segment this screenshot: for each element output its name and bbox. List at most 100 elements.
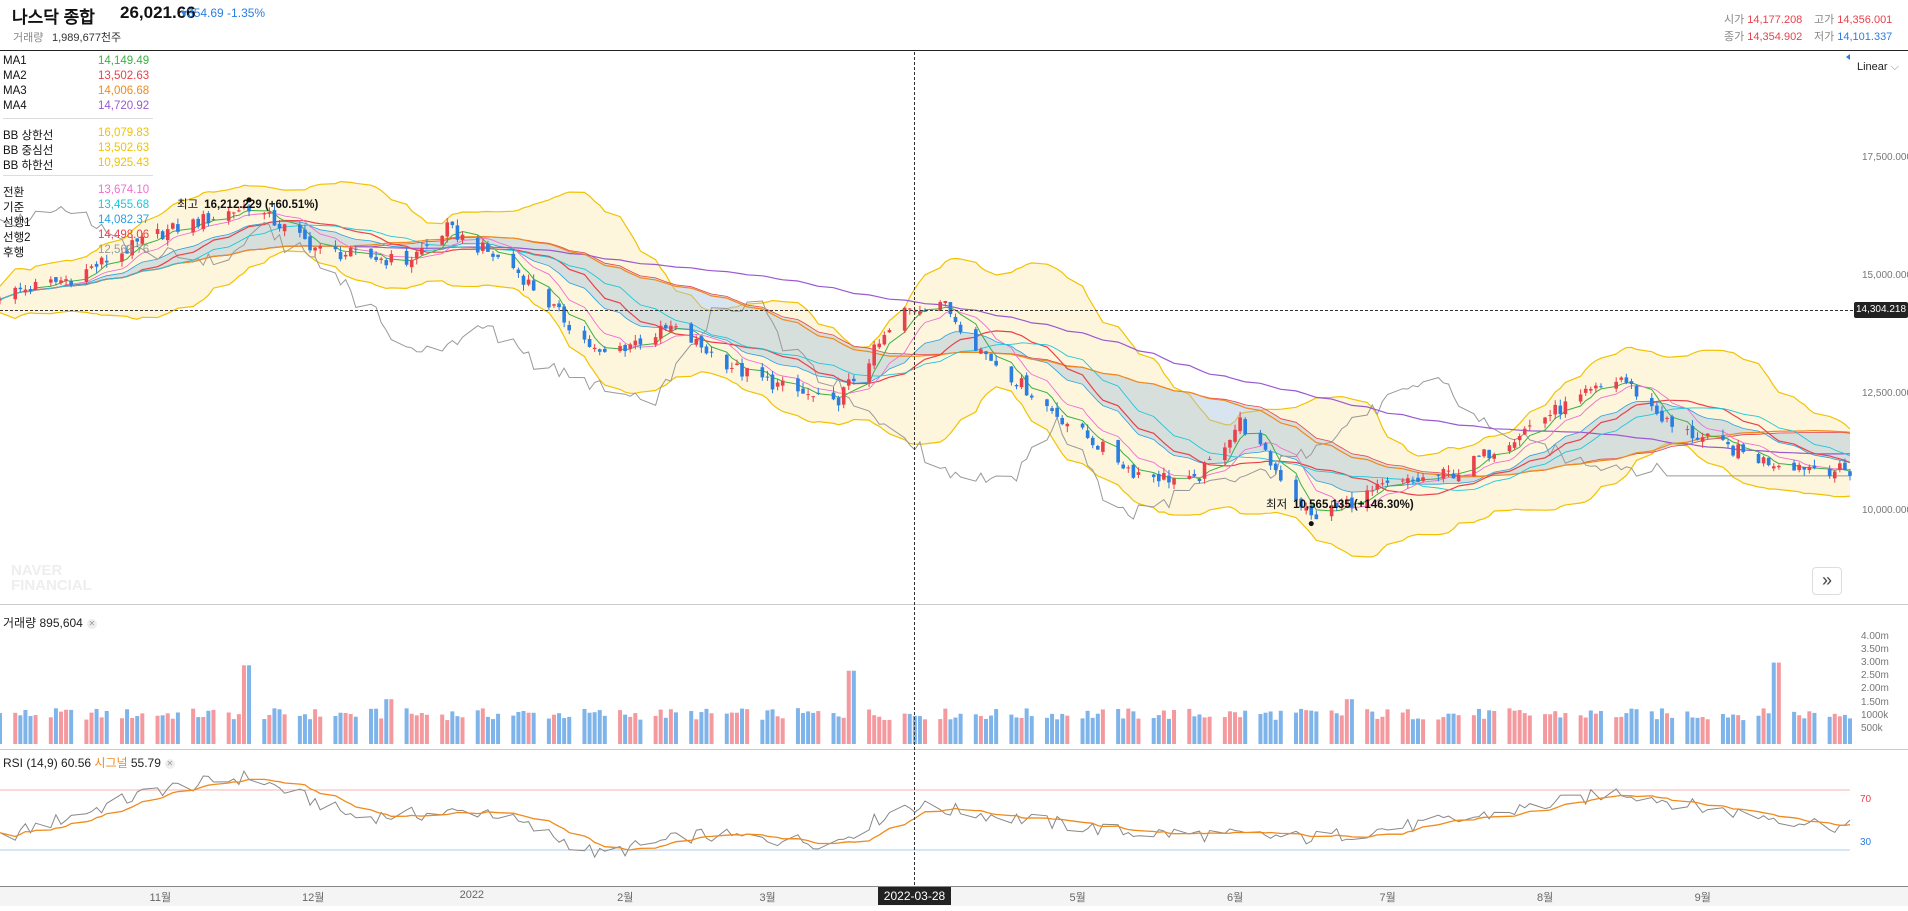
candle-body <box>1314 514 1319 520</box>
volume-bar <box>668 709 673 744</box>
volume-bar <box>119 718 124 744</box>
volume-bar <box>638 719 643 744</box>
volume-bar <box>1659 708 1664 744</box>
volume-bar <box>1649 711 1654 744</box>
volume-bar <box>338 712 343 744</box>
candle-body <box>1797 464 1801 471</box>
volume-bar <box>1090 717 1095 744</box>
volume-bar <box>1736 715 1741 744</box>
candle-body <box>104 260 109 263</box>
candle-body <box>89 266 94 268</box>
volume-bar <box>801 713 806 744</box>
close-icon[interactable]: ✕ <box>86 619 97 629</box>
volume-tick: 2.00m <box>1861 683 1889 694</box>
volume-bar <box>1233 712 1238 744</box>
candle-body <box>1380 483 1385 485</box>
candle-body <box>1588 389 1593 391</box>
candle-body <box>379 258 383 260</box>
volume-bar <box>125 709 130 744</box>
candle-body <box>308 236 312 251</box>
candle-body <box>1507 445 1512 452</box>
volume-bar <box>1451 713 1456 744</box>
volume-bar <box>1131 711 1136 744</box>
candle-body <box>1838 463 1842 470</box>
volume-bar <box>953 717 958 744</box>
candle-body <box>1334 502 1339 507</box>
close-icon[interactable]: ✕ <box>164 759 175 769</box>
candle-body <box>674 326 678 328</box>
candle-body <box>1792 462 1796 471</box>
volume-bar <box>567 716 572 744</box>
candle-body <box>913 311 917 313</box>
volume-bar <box>130 717 135 744</box>
candle-body <box>735 363 739 366</box>
volume-bar <box>1100 709 1105 744</box>
candle-body <box>298 224 302 233</box>
candle-body <box>1619 377 1624 380</box>
volume-bar <box>653 715 658 744</box>
volume-bar <box>282 714 287 744</box>
expand-icon[interactable]: » <box>1812 567 1842 595</box>
rsi-tick-70: 70 <box>1860 794 1872 805</box>
volume-bar <box>1050 713 1055 744</box>
volume-bar <box>84 719 89 744</box>
volume-bar <box>902 713 907 744</box>
scale-selector[interactable]: Linear ⌵ <box>1857 61 1899 73</box>
candle-body <box>628 344 633 349</box>
candle-body <box>1263 443 1268 450</box>
volume-bar <box>1309 710 1314 744</box>
candle-body <box>1365 490 1369 508</box>
candle-body <box>481 242 485 251</box>
legend-value: 10,925.43 <box>98 157 150 169</box>
volume-bar <box>69 709 74 744</box>
volume-bar <box>318 716 323 744</box>
candle-body <box>1548 415 1552 417</box>
candle-body <box>1827 468 1832 477</box>
volume-bar <box>302 714 307 744</box>
legend-name: 전환 <box>3 187 25 199</box>
candle-body <box>0 299 2 301</box>
volume-bar <box>1487 710 1492 744</box>
candle-body <box>409 259 414 268</box>
candle-body <box>1624 377 1629 383</box>
y-tick: 12,500.000 <box>1862 388 1908 399</box>
legend-name: 후행 <box>3 247 25 259</box>
rsi-signal-line <box>0 778 1851 851</box>
candle-body <box>994 360 998 366</box>
legend-name: BB 상한선 <box>3 130 54 142</box>
y-tick: 10,000.000 <box>1862 505 1908 516</box>
volume-bar <box>419 712 424 744</box>
volume-bar <box>18 715 23 744</box>
volume-bar <box>917 716 922 744</box>
volume-bar <box>1263 712 1268 744</box>
volume-bar <box>1441 717 1446 744</box>
y-tick: 17,500.000 <box>1862 152 1908 163</box>
candle-body <box>704 346 709 354</box>
volume-bar <box>1685 711 1690 744</box>
scroll-arrow-icon <box>1846 54 1850 60</box>
candle-body <box>486 243 490 252</box>
candle-body <box>1096 445 1100 450</box>
volume-bar <box>48 717 53 744</box>
volume-bar <box>104 710 109 744</box>
legend-item-bb: BB 중심선 13,502.63 <box>3 142 153 157</box>
legend-item-ichimoku: 선행1 14,082.37 <box>3 214 153 229</box>
legend-name: BB 중심선 <box>3 145 54 157</box>
volume-bar <box>1385 709 1390 744</box>
candle-body <box>353 248 358 250</box>
volume-bar <box>1014 717 1019 744</box>
volume-bar <box>1349 699 1354 744</box>
legend-item-ma: MA3 14,006.68 <box>3 85 153 100</box>
candle-body <box>694 338 699 345</box>
candle-body <box>1472 456 1476 477</box>
volume-bar <box>1527 715 1532 744</box>
volume-bar <box>516 711 521 744</box>
legend-name: MA3 <box>3 85 27 97</box>
volume-bar <box>155 715 160 744</box>
legend-item-ma: MA2 13,502.63 <box>3 70 153 85</box>
legend-name: BB 하한선 <box>3 160 54 172</box>
candle-body <box>1156 473 1161 482</box>
volume-bar <box>1436 719 1441 744</box>
